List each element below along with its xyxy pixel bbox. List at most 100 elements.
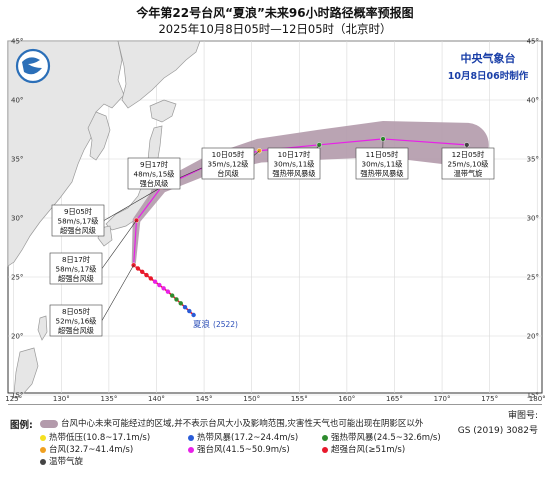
past-track-point	[191, 312, 196, 318]
legend: 图例: 台风中心未来可能经过的区域,并不表示台风大小及影响范围,灾害性天气也可能…	[0, 404, 550, 482]
lon-tick-label: 135°	[100, 395, 117, 403]
label-level: 超强台风级	[60, 226, 96, 235]
legend-item: 台风(32.7~41.4m/s)	[40, 443, 133, 455]
lon-tick-label: 155°	[291, 395, 308, 403]
legend-dot-icon	[322, 446, 328, 453]
past-track-point	[144, 272, 149, 278]
lon-tick-label: 145°	[196, 395, 213, 403]
legend-cone: 台风中心未来可能经过的区域,并不表示台风大小及影响范围,灾害性天气也可能出现在阴…	[40, 417, 423, 429]
label-wind: 52m/s,16级	[56, 317, 97, 326]
past-track	[133, 264, 196, 318]
lon-tick-label: 170°	[434, 395, 451, 403]
label-wind: 30m/s,11级	[362, 160, 403, 169]
lat-tick-label: 30°	[527, 215, 539, 223]
label-box	[201, 147, 255, 180]
map-subtitle: 2025年10月8日05时—12日05时（北京时）	[158, 22, 392, 36]
label-wind: 58m/s,17级	[58, 217, 99, 226]
lat-tick-label: 15°	[527, 392, 539, 400]
land-korea	[87, 111, 111, 161]
legend-item: 热带风暴(17.2~24.4m/s)	[188, 431, 298, 443]
legend-item: 温带气旋	[40, 455, 83, 467]
past-track-point	[178, 301, 183, 306]
label-wind: 25m/s,10级	[448, 160, 489, 169]
label-wind: 35m/s,12级	[208, 160, 249, 169]
past-track-point	[169, 293, 175, 298]
legend-item-label: 强热带风暴(24.5~32.6m/s)	[331, 433, 441, 443]
legend-item-label: 台风(32.7~41.4m/s)	[49, 445, 134, 455]
label-level: 台风级	[217, 169, 239, 178]
lat-tick-label: 35°	[527, 156, 539, 164]
leader-line	[103, 187, 162, 221]
label-box	[267, 147, 321, 180]
legend-dot-icon	[188, 446, 194, 453]
lat-tick-label: 25°	[11, 274, 23, 282]
map-title: 今年第22号台风“夏浪”未来96小时路径概率预报图	[136, 6, 414, 20]
lon-tick-labels: 125° 130° 135° 140° 145° 150° 155° 160° 165° 170°…	[5, 395, 545, 403]
label-time: 8日17时	[62, 255, 90, 264]
label-time: 8日05时	[62, 307, 90, 316]
lon-tick-label: 165°	[386, 395, 403, 403]
label-time: 10日17时	[278, 150, 311, 159]
lon-tick-label: 180°	[529, 395, 546, 403]
legend-item-label: 热带低压(10.8~17.1m/s)	[49, 433, 151, 443]
past-track-point	[165, 289, 171, 294]
lat-tick-label: 15°	[11, 392, 23, 400]
lat-tick-label: 20°	[11, 333, 23, 341]
land-mainland-asia	[7, 40, 125, 267]
land-russia	[117, 40, 201, 109]
legend-item: 热带低压(10.8~17.1m/s)	[40, 431, 150, 443]
legend-heading: 图例:	[10, 420, 33, 431]
legend-dot-icon	[40, 434, 46, 441]
past-track-point	[157, 282, 162, 288]
issued-time: 10月8日06时制作	[447, 71, 529, 82]
label-box	[355, 147, 409, 180]
lat-tick-label: 25°	[527, 274, 539, 282]
agency-name: 中央气象台	[460, 52, 516, 65]
label-box	[441, 147, 495, 180]
past-track-point	[148, 276, 153, 281]
lat-tick-label: 40°	[11, 97, 23, 105]
lat-tick-label: 20°	[527, 333, 539, 341]
land-luzon	[13, 347, 39, 394]
label-wind: 58m/s,17级	[56, 265, 97, 274]
land-taiwan	[37, 315, 48, 341]
land-hokkaido	[149, 99, 177, 123]
map-approval-number: GS (2019) 3082号	[457, 426, 538, 436]
label-time: 11日05时	[366, 150, 399, 159]
lon-tick-label: 125°	[5, 395, 22, 403]
lon-tick-label: 150°	[243, 395, 260, 403]
legend-item: 强热带风暴(24.5~32.6m/s)	[322, 431, 441, 443]
past-track-point	[135, 266, 141, 271]
legend-cone-label: 台风中心未来可能经过的区域,并不表示台风大小及影响范围,灾害性天气也可能出现在阴…	[61, 419, 424, 429]
legend-item-label: 温带气旋	[49, 457, 84, 467]
past-track-point	[182, 305, 188, 310]
label-time: 9日05时	[64, 207, 92, 216]
label-level: 超强台风级	[58, 274, 94, 283]
legend-item: 强台风(41.5~50.9m/s)	[188, 443, 290, 455]
lon-tick-label: 160°	[338, 395, 355, 403]
label-wind: 30m/s,11级	[274, 160, 315, 169]
legend-dot-icon	[322, 434, 328, 441]
legend-item-label: 超强台风(≥51m/s)	[331, 445, 406, 455]
lat-tick-label: 45°	[527, 38, 539, 46]
leader-line	[101, 265, 134, 321]
lon-tick-label: 175°	[481, 395, 498, 403]
label-level: 强热带风暴级	[360, 169, 403, 178]
label-box	[127, 157, 181, 190]
lat-tick-labels: 15° 15° 20° 20° 25° 25° 30° 30° 35° 35° 40° 40° 45° 4…	[11, 38, 539, 400]
past-track-point	[174, 297, 179, 302]
label-time: 9日17时	[140, 160, 168, 169]
cma-logo-icon	[15, 48, 51, 84]
label-wind: 48m/s,15级	[134, 170, 175, 179]
past-track-point	[140, 269, 145, 275]
lat-tick-label: 40°	[527, 97, 539, 105]
legend-item: 超强台风(≥51m/s)	[322, 443, 405, 455]
legend-item-label: 热带风暴(17.2~24.4m/s)	[197, 433, 299, 443]
